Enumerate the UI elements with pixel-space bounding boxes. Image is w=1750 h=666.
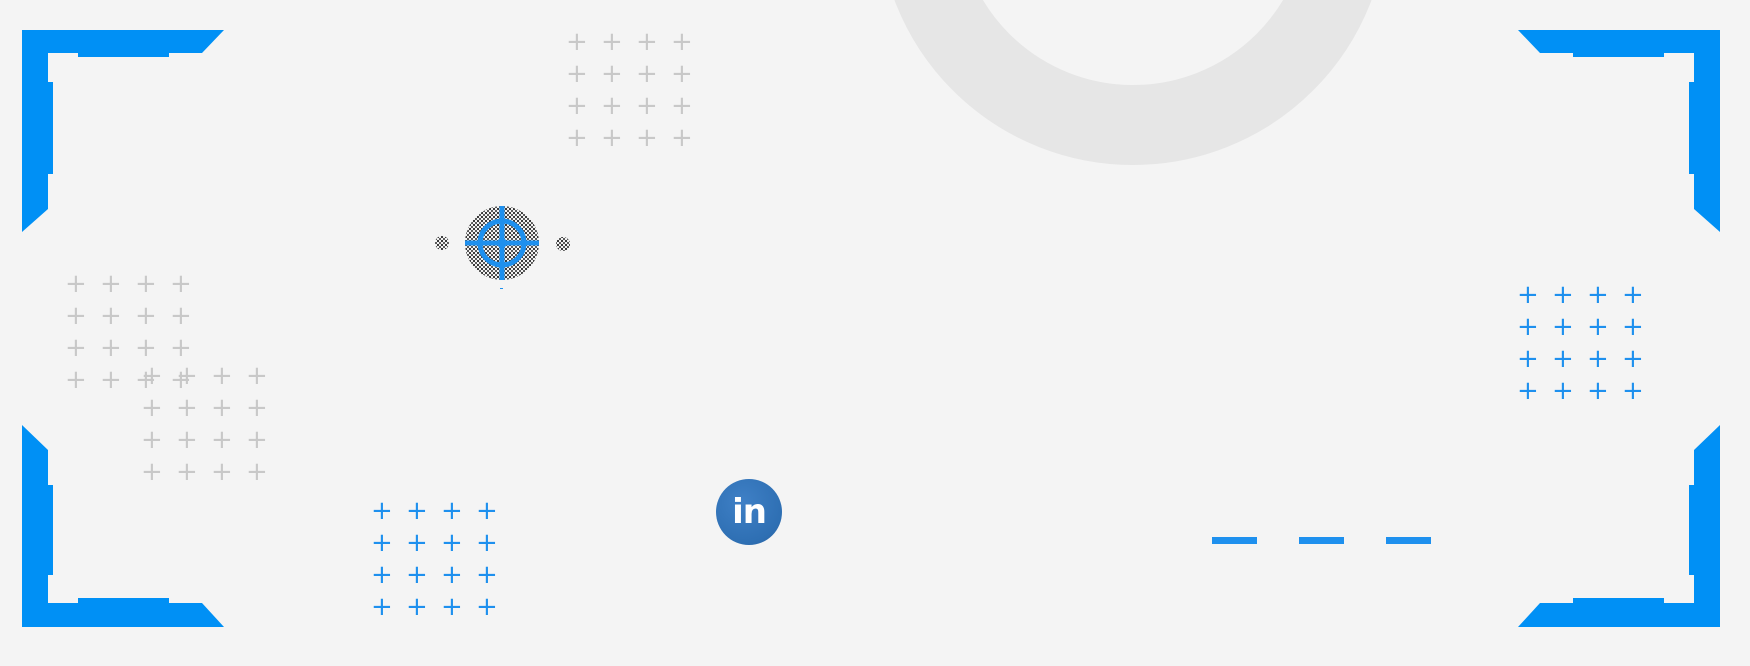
plus-icon: +: [170, 365, 192, 395]
dash-divider: [1212, 537, 1257, 544]
plus-icon: +: [100, 365, 122, 395]
plus-icon: +: [441, 528, 463, 558]
plus-icon: +: [671, 27, 693, 57]
plus-icon: +: [1622, 344, 1644, 374]
plus-icon: +: [671, 123, 693, 153]
plus-icon: +: [65, 333, 87, 363]
plus-icon: +: [406, 528, 428, 558]
plus-icon: +: [176, 425, 198, 455]
plus-icon: +: [476, 496, 498, 526]
plus-icon: +: [211, 425, 233, 455]
plus-icon: +: [1587, 312, 1609, 342]
plus-grid-blue-right: + + + + + + + + + + + + + + + +: [1517, 279, 1657, 407]
plus-icon: +: [601, 91, 623, 121]
plus-icon: +: [371, 528, 393, 558]
plus-icon: +: [371, 496, 393, 526]
plus-icon: +: [601, 123, 623, 153]
plus-grid-gray-left-lower: + + + + + + + + + + + + + + + +: [141, 360, 281, 488]
plus-icon: +: [211, 361, 233, 391]
plus-icon: +: [135, 269, 157, 299]
plus-icon: +: [141, 393, 163, 423]
plus-icon: +: [1587, 344, 1609, 374]
plus-icon: +: [476, 528, 498, 558]
plus-icon: +: [1622, 280, 1644, 310]
plus-icon: +: [601, 27, 623, 57]
plus-icon: +: [1552, 280, 1574, 310]
plus-icon: +: [135, 301, 157, 331]
crosshair-target-icon: [435, 206, 570, 289]
plus-icon: +: [601, 59, 623, 89]
plus-icon: +: [246, 457, 268, 487]
plus-icon: +: [1517, 280, 1539, 310]
linkedin-label: in: [732, 492, 767, 532]
plus-icon: +: [1552, 376, 1574, 406]
plus-icon: +: [170, 301, 192, 331]
plus-icon: +: [246, 393, 268, 423]
plus-icon: +: [406, 496, 428, 526]
plus-icon: +: [65, 301, 87, 331]
plus-icon: +: [135, 333, 157, 363]
plus-icon: +: [476, 560, 498, 590]
plus-icon: +: [65, 365, 87, 395]
plus-icon: +: [671, 59, 693, 89]
corner-bracket-top-right: [1518, 30, 1720, 232]
plus-icon: +: [441, 496, 463, 526]
corner-bracket-bottom-right: [1518, 425, 1720, 627]
plus-icon: +: [566, 123, 588, 153]
plus-icon: +: [176, 361, 198, 391]
plus-icon: +: [1517, 376, 1539, 406]
plus-icon: +: [170, 269, 192, 299]
plus-icon: +: [100, 333, 122, 363]
plus-icon: +: [246, 425, 268, 455]
plus-icon: +: [371, 560, 393, 590]
plus-icon: +: [636, 27, 658, 57]
plus-icon: +: [1587, 280, 1609, 310]
plus-icon: +: [100, 301, 122, 331]
plus-icon: +: [371, 592, 393, 622]
plus-icon: +: [170, 333, 192, 363]
plus-icon: +: [441, 592, 463, 622]
plus-icon: +: [406, 560, 428, 590]
decorative-ring: [878, 0, 1388, 165]
plus-icon: +: [406, 592, 428, 622]
dash-divider: [1386, 537, 1431, 544]
plus-icon: +: [176, 393, 198, 423]
plus-icon: +: [141, 425, 163, 455]
plus-icon: +: [566, 59, 588, 89]
dash-divider: [1299, 537, 1344, 544]
plus-icon: +: [1552, 344, 1574, 374]
plus-icon: +: [141, 361, 163, 391]
plus-icon: +: [135, 365, 157, 395]
plus-icon: +: [1622, 312, 1644, 342]
plus-icon: +: [566, 91, 588, 121]
linkedin-icon[interactable]: in: [716, 479, 782, 545]
plus-icon: +: [636, 59, 658, 89]
plus-icon: +: [65, 269, 87, 299]
plus-grid-gray-left: + + + + + + + + + + + + + + + +: [65, 268, 205, 396]
plus-icon: +: [1552, 312, 1574, 342]
plus-icon: +: [1517, 312, 1539, 342]
plus-icon: +: [1587, 376, 1609, 406]
plus-icon: +: [441, 560, 463, 590]
plus-icon: +: [1622, 376, 1644, 406]
plus-grid-blue-bottom: + + + + + + + + + + + + + + + +: [371, 495, 511, 623]
plus-icon: +: [176, 457, 198, 487]
plus-icon: +: [566, 27, 588, 57]
plus-icon: +: [671, 91, 693, 121]
plus-icon: +: [636, 123, 658, 153]
plus-grid-gray-top: + + + + + + + + + + + + + + + +: [566, 26, 706, 154]
plus-icon: +: [141, 457, 163, 487]
plus-icon: +: [211, 393, 233, 423]
corner-bracket-bottom-left: [22, 425, 224, 627]
plus-icon: +: [100, 269, 122, 299]
plus-icon: +: [246, 361, 268, 391]
corner-bracket-top-left: [22, 30, 224, 232]
plus-icon: +: [476, 592, 498, 622]
plus-icon: +: [1517, 344, 1539, 374]
plus-icon: +: [636, 91, 658, 121]
plus-icon: +: [211, 457, 233, 487]
